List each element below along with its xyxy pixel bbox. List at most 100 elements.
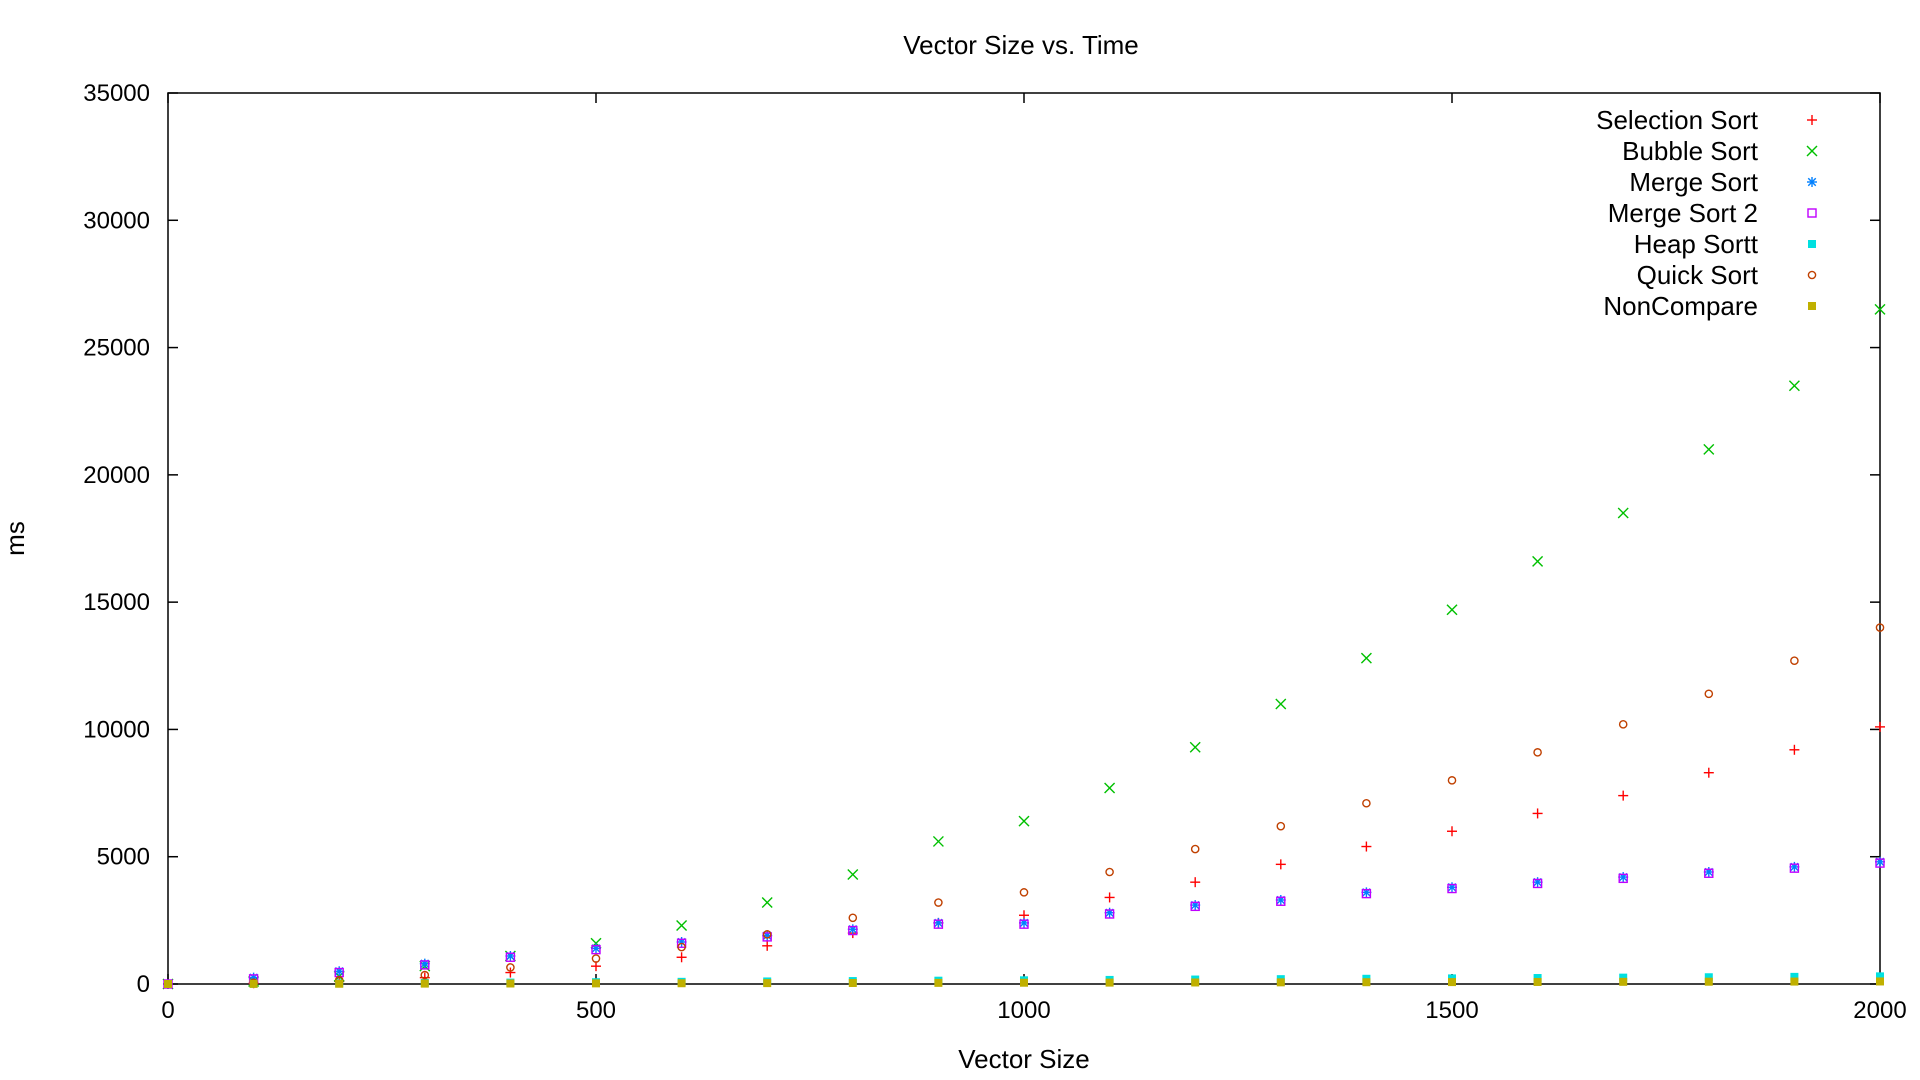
data-point xyxy=(676,952,687,963)
data-point xyxy=(1189,741,1201,753)
legend-item: Merge Sort 2 xyxy=(1608,198,1817,228)
x-tick-label: 500 xyxy=(576,997,616,1024)
data-point xyxy=(1532,878,1543,889)
data-point xyxy=(1788,380,1800,392)
data-point xyxy=(761,897,773,909)
data-point xyxy=(1790,977,1799,986)
data-point xyxy=(1190,877,1201,888)
x-tick-label: 1000 xyxy=(997,997,1050,1024)
data-point xyxy=(1703,767,1714,778)
data-point xyxy=(249,979,258,988)
y-tick-label: 25000 xyxy=(83,335,150,362)
data-point xyxy=(1704,977,1713,986)
legend-label: Selection Sort xyxy=(1596,105,1759,135)
data-point xyxy=(1362,978,1371,987)
legend-item: NonCompare xyxy=(1603,291,1816,321)
data-point xyxy=(1704,689,1714,699)
series-selection-sort xyxy=(163,721,1885,989)
data-point xyxy=(1276,896,1286,906)
data-point xyxy=(1275,859,1286,870)
data-point xyxy=(1276,821,1286,831)
data-point xyxy=(762,930,772,939)
series-noncompare xyxy=(164,977,1884,988)
x-tick-label: 0 xyxy=(161,997,174,1024)
data-point xyxy=(1875,721,1885,732)
data-point xyxy=(1447,776,1457,785)
data-point xyxy=(1875,623,1885,632)
y-tick-label: 5000 xyxy=(97,844,150,871)
legend-label: Quick Sort xyxy=(1637,260,1759,290)
legend-label: Bubble Sort xyxy=(1622,136,1759,166)
y-tick-label: 35000 xyxy=(83,80,150,107)
y-tick-label: 10000 xyxy=(83,716,150,743)
data-point xyxy=(1276,978,1285,987)
data-point xyxy=(932,835,944,847)
data-point xyxy=(1361,888,1372,899)
data-point xyxy=(1104,782,1116,794)
data-point xyxy=(505,952,516,962)
data-point xyxy=(1533,748,1542,757)
legend-marker xyxy=(1807,270,1817,280)
data-point xyxy=(1447,826,1457,837)
data-point xyxy=(592,979,600,988)
data-point xyxy=(1618,790,1629,801)
data-point xyxy=(847,869,859,881)
y-tick-label: 30000 xyxy=(83,207,150,234)
data-point xyxy=(1191,978,1200,987)
data-point xyxy=(1020,978,1028,987)
data-point xyxy=(1532,808,1543,819)
data-point xyxy=(505,967,516,978)
legend-item: Merge Sort xyxy=(1629,167,1817,197)
y-tick-label: 0 xyxy=(137,971,150,998)
data-point xyxy=(1019,888,1029,897)
data-point xyxy=(591,961,601,972)
data-point xyxy=(1790,656,1799,665)
data-point xyxy=(763,979,772,988)
data-point xyxy=(848,913,858,923)
data-point xyxy=(1019,919,1029,929)
data-point xyxy=(1533,977,1542,986)
data-point xyxy=(1105,867,1114,877)
data-point xyxy=(1360,652,1372,664)
x-axis: 0 500 1000 1500 2000 xyxy=(161,93,1907,1024)
legend-marker xyxy=(1808,302,1816,310)
data-point xyxy=(164,980,172,988)
data-point xyxy=(1618,873,1628,884)
data-point xyxy=(420,970,430,980)
data-point xyxy=(934,898,943,907)
legend-label: Merge Sort xyxy=(1629,167,1758,197)
legend-label: Merge Sort 2 xyxy=(1608,198,1758,228)
data-point xyxy=(762,940,773,951)
data-point xyxy=(677,942,686,952)
data-point xyxy=(1447,883,1457,894)
data-point xyxy=(591,944,601,955)
data-point xyxy=(506,963,515,972)
data-point xyxy=(1275,698,1287,710)
data-point xyxy=(1617,507,1629,519)
legend-marker xyxy=(1807,115,1817,125)
data-point xyxy=(1532,555,1544,567)
data-point xyxy=(1789,744,1800,755)
legend-item: Selection Sort xyxy=(1596,105,1817,135)
data-point xyxy=(1104,909,1115,919)
data-point xyxy=(1874,303,1886,315)
data-point xyxy=(934,978,943,987)
data-point xyxy=(848,925,858,936)
data-point xyxy=(1789,863,1800,873)
x-tick-label: 2000 xyxy=(1853,997,1906,1024)
data-point xyxy=(1361,841,1372,852)
data-point xyxy=(1446,604,1458,616)
data-point xyxy=(1190,844,1200,854)
series-quick-sort xyxy=(163,623,1885,989)
data-point xyxy=(1618,720,1628,729)
data-point xyxy=(1704,868,1714,878)
legend-label: Heap Sortt xyxy=(1634,229,1759,259)
y-axis-label: ms xyxy=(0,521,30,556)
data-point xyxy=(1619,977,1628,986)
y-axis: 0 5000 10000 15000 20000 25000 30000 35000 xyxy=(83,80,1880,998)
legend-marker xyxy=(1808,240,1816,248)
y-tick-label: 15000 xyxy=(83,589,150,616)
series-bubble-sort xyxy=(162,303,1886,990)
legend-marker xyxy=(1806,145,1818,157)
